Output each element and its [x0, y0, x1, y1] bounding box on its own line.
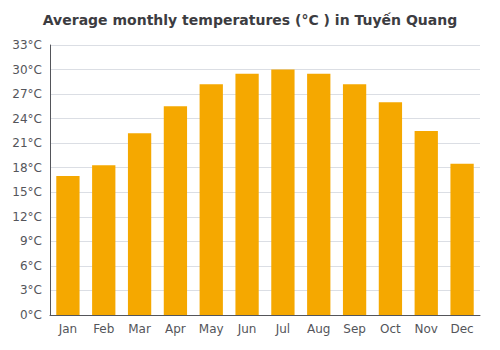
svg-text:0°C: 0°C — [20, 308, 42, 322]
svg-text:Jan: Jan — [58, 322, 78, 336]
svg-text:May: May — [199, 322, 224, 336]
svg-text:21°C: 21°C — [12, 136, 42, 150]
svg-text:Dec: Dec — [450, 322, 473, 336]
svg-text:27°C: 27°C — [12, 87, 42, 101]
svg-text:9°C: 9°C — [20, 234, 42, 248]
svg-text:6°C: 6°C — [20, 259, 42, 273]
svg-text:Jun: Jun — [237, 322, 257, 336]
svg-text:33°C: 33°C — [12, 38, 42, 52]
svg-text:Jul: Jul — [275, 322, 290, 336]
svg-text:3°C: 3°C — [20, 283, 42, 297]
svg-text:Feb: Feb — [93, 322, 114, 336]
svg-text:Nov: Nov — [415, 322, 438, 336]
svg-text:Apr: Apr — [165, 322, 186, 336]
svg-text:Average monthly temperatures (: Average monthly temperatures (°C ) in Tu… — [43, 12, 457, 28]
svg-text:Sep: Sep — [343, 322, 366, 336]
svg-text:30°C: 30°C — [12, 63, 42, 77]
svg-text:Aug: Aug — [307, 322, 330, 336]
svg-text:18°C: 18°C — [12, 161, 42, 175]
svg-text:15°C: 15°C — [12, 185, 42, 199]
svg-text:Oct: Oct — [380, 322, 401, 336]
svg-text:24°C: 24°C — [12, 112, 42, 126]
svg-text:12°C: 12°C — [12, 210, 42, 224]
svg-text:Mar: Mar — [128, 322, 151, 336]
